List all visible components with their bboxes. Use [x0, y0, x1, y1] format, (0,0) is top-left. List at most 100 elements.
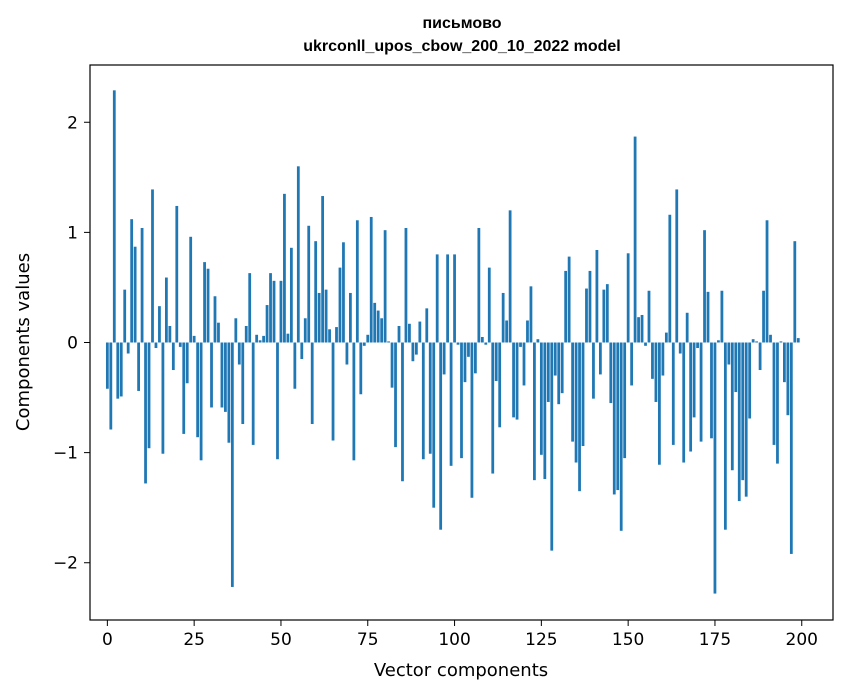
bar-195 [783, 342, 786, 383]
bar-179 [727, 342, 731, 365]
bar-87 [408, 323, 411, 343]
bar-145 [609, 342, 613, 404]
bar-63 [324, 289, 328, 343]
bar-73 [359, 342, 363, 395]
y-tick-label: −1 [53, 444, 78, 464]
bar-5 [123, 289, 127, 343]
bar-118 [515, 342, 519, 420]
bar-98 [446, 254, 449, 343]
bar-177 [720, 290, 724, 343]
bar-96 [439, 342, 443, 530]
bar-21 [178, 342, 182, 347]
bar-187 [755, 341, 759, 343]
bar-13 [151, 189, 154, 343]
bar-67 [338, 267, 342, 343]
bar-108 [480, 336, 484, 343]
x-tick-label: 200 [786, 630, 818, 650]
bar-55 [296, 166, 300, 343]
bar-95 [435, 254, 439, 343]
bar-180 [730, 342, 734, 471]
bar-64 [328, 329, 331, 343]
bar-155 [644, 342, 647, 346]
bar-19 [171, 342, 175, 371]
bar-199 [796, 338, 800, 343]
bar-149 [623, 342, 627, 459]
bar-49 [276, 342, 279, 460]
bar-143 [602, 289, 606, 343]
bar-142 [598, 342, 602, 375]
y-tick-label: 1 [67, 223, 78, 243]
bar-30 [210, 342, 213, 408]
bar-6 [126, 342, 130, 354]
bar-31 [213, 296, 217, 343]
bar-42 [251, 342, 255, 445]
bar-121 [526, 320, 529, 343]
bar-9 [137, 342, 140, 391]
bar-33 [220, 342, 224, 408]
bar-119 [519, 342, 522, 347]
bar-116 [508, 210, 512, 343]
bar-117 [512, 342, 515, 418]
bar-4 [119, 342, 123, 397]
y-tick-label: 2 [67, 113, 78, 133]
bar-12 [147, 342, 151, 449]
bar-48 [272, 280, 276, 343]
bar-183 [741, 342, 745, 481]
bar-58 [307, 225, 311, 343]
x-tick-label: 100 [438, 630, 470, 650]
bar-176 [717, 340, 720, 343]
bar-68 [342, 242, 345, 343]
bar-76 [369, 216, 373, 343]
bar-91 [421, 342, 425, 460]
bar-24 [189, 236, 193, 343]
bar-104 [467, 342, 470, 357]
bar-70 [349, 292, 352, 343]
bar-130 [557, 342, 561, 405]
bar-138 [585, 288, 588, 343]
bar-110 [487, 267, 491, 343]
bar-52 [286, 333, 290, 343]
bar-161 [664, 332, 668, 343]
bar-44 [258, 340, 262, 343]
bar-15 [158, 306, 161, 343]
bar-136 [578, 342, 581, 492]
bar-105 [470, 342, 474, 498]
y-axis-label: Components values [13, 253, 34, 431]
bar-11 [144, 342, 147, 484]
bar-8 [133, 246, 137, 343]
bar-57 [303, 318, 307, 343]
bar-77 [373, 302, 377, 343]
bar-101 [456, 342, 460, 345]
bar-14 [154, 342, 158, 349]
bar-156 [647, 290, 651, 343]
bar-109 [484, 342, 488, 345]
bar-0 [105, 342, 109, 389]
bar-178 [723, 342, 727, 530]
bar-51 [283, 193, 286, 343]
bar-159 [658, 342, 661, 465]
bar-94 [432, 342, 436, 508]
bar-103 [463, 342, 467, 383]
bar-185 [748, 342, 752, 419]
bar-167 [685, 312, 689, 343]
bar-140 [592, 342, 595, 399]
bar-131 [560, 342, 564, 394]
bar-16 [161, 342, 165, 454]
bar-61 [317, 292, 321, 343]
bar-66 [335, 327, 338, 343]
bar-165 [678, 342, 682, 354]
bar-10 [140, 227, 144, 343]
bar-20 [175, 205, 179, 343]
bar-23 [185, 342, 189, 384]
bar-181 [734, 342, 738, 393]
bar-191 [769, 334, 772, 343]
bar-99 [449, 342, 453, 466]
x-axis-ticks: 0 25 50 75 100 125 150 175 200 [102, 620, 818, 650]
bar-115 [505, 320, 509, 343]
bar-26 [196, 342, 200, 438]
bar-129 [553, 342, 557, 376]
bar-2 [112, 90, 116, 343]
bar-124 [536, 339, 540, 343]
bar-163 [671, 342, 675, 445]
